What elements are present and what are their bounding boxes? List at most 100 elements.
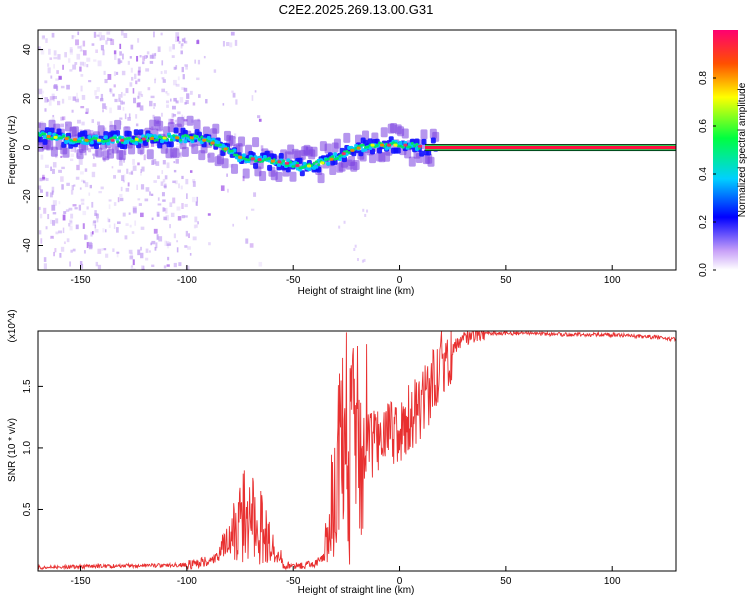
ridge-cell <box>282 159 286 163</box>
noise-speckle <box>151 264 155 267</box>
noise-speckle <box>182 74 185 80</box>
noise-speckle <box>70 158 74 162</box>
ridge-cell <box>414 138 420 145</box>
ridge-cell <box>230 149 234 153</box>
noise-speckle <box>198 94 201 98</box>
noise-speckle <box>137 249 141 256</box>
noise-speckle <box>157 175 160 179</box>
noise-speckle <box>254 90 257 93</box>
noise-speckle <box>48 99 52 106</box>
noise-speckle <box>69 69 73 72</box>
noise-speckle <box>149 250 151 253</box>
ridge-cell <box>76 139 80 143</box>
noise-speckle <box>90 130 94 136</box>
top-x-axis-label: Height of straight line (km) <box>298 286 415 297</box>
noise-speckle <box>136 184 138 190</box>
noise-speckle <box>86 57 91 62</box>
noise-speckle <box>110 39 115 46</box>
ridge-cell <box>333 152 338 157</box>
noise-speckle <box>70 147 75 153</box>
noise-speckle <box>100 93 104 100</box>
noise-speckle <box>127 60 130 65</box>
ridge-cell <box>271 153 277 160</box>
noise-speckle <box>168 46 172 52</box>
noise-speckle <box>79 261 83 266</box>
noise-speckle <box>123 33 128 39</box>
noise-speckle <box>80 105 85 109</box>
noise-speckle <box>185 178 189 185</box>
noise-speckle <box>166 162 170 169</box>
noise-speckle <box>227 188 229 193</box>
noise-speckle <box>91 171 96 178</box>
noise-speckle <box>129 82 133 87</box>
noise-speckle <box>117 58 121 65</box>
noise-speckle <box>184 245 188 248</box>
bottom-ytick-label: 1.5 <box>22 379 33 393</box>
noise-speckle <box>61 166 65 170</box>
ridge-hotspot <box>350 148 355 152</box>
ridge-cell <box>275 161 279 165</box>
ridge-cell <box>139 138 143 142</box>
noise-speckle <box>163 70 167 74</box>
noise-speckle <box>72 64 77 70</box>
ridge-cell <box>207 152 215 163</box>
noise-speckle <box>177 36 180 42</box>
noise-speckle <box>76 92 78 98</box>
noise-speckle <box>62 64 64 70</box>
noise-speckle <box>51 93 55 100</box>
noise-speckle <box>45 226 48 230</box>
ridge-hotspot <box>257 158 262 162</box>
noise-speckle <box>131 264 134 268</box>
noise-speckle <box>192 236 197 241</box>
noise-speckle <box>140 246 143 251</box>
noise-speckle <box>353 247 356 251</box>
noise-speckle <box>363 258 366 262</box>
noise-speckle <box>94 210 97 216</box>
ridge-cell <box>43 132 47 136</box>
noise-speckle <box>251 95 254 101</box>
noise-speckle <box>99 98 104 102</box>
noise-speckle <box>154 52 157 57</box>
noise-speckle <box>150 242 153 246</box>
ridge-cell <box>231 163 239 174</box>
noise-speckle <box>71 35 74 40</box>
ridge-cell <box>115 130 121 137</box>
noise-speckle <box>104 78 108 84</box>
noise-speckle <box>44 164 49 168</box>
noise-speckle <box>178 40 181 44</box>
noise-speckle <box>150 142 155 147</box>
noise-speckle <box>132 158 135 165</box>
noise-speckle <box>118 97 121 102</box>
noise-speckle <box>235 99 238 105</box>
noise-speckle <box>163 185 167 188</box>
noise-speckle <box>127 117 131 121</box>
noise-speckle <box>157 203 162 206</box>
bottom-xtick-label: -150 <box>71 576 91 587</box>
ridge-cell <box>146 149 154 160</box>
noise-speckle <box>117 169 121 173</box>
ridge-cell <box>195 135 199 139</box>
ridge-cell <box>326 161 331 166</box>
noise-speckle <box>189 90 193 95</box>
ridge-cell <box>333 157 337 161</box>
noise-speckle <box>164 175 168 180</box>
noise-speckle <box>57 100 61 106</box>
noise-speckle <box>42 176 46 180</box>
noise-speckle <box>146 51 150 55</box>
ridge-cell <box>128 144 136 155</box>
noise-speckle <box>138 203 142 206</box>
noise-speckle <box>108 204 111 210</box>
noise-speckle <box>106 37 109 41</box>
noise-speckle <box>94 213 98 216</box>
noise-speckle <box>183 37 186 43</box>
noise-speckle <box>184 64 188 67</box>
noise-speckle <box>153 180 157 183</box>
ridge-cell <box>401 128 409 139</box>
noise-speckle <box>53 64 55 69</box>
top-ytick-label: -20 <box>22 189 33 204</box>
noise-speckle <box>83 62 86 67</box>
bottom-xtick-label: -50 <box>286 576 301 587</box>
noise-speckle <box>121 70 126 76</box>
noise-speckle <box>66 182 70 186</box>
noise-speckle <box>164 207 168 214</box>
